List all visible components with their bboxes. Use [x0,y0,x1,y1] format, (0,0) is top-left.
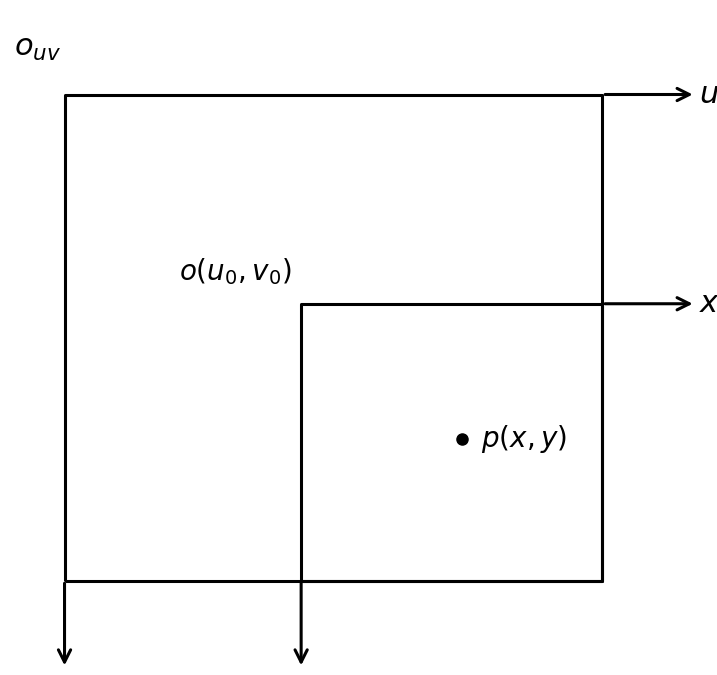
Text: $p(x,y)$: $p(x,y)$ [462,423,568,455]
Text: $u$: $u$ [699,79,717,110]
Text: $x$: $x$ [699,288,717,319]
Text: $o(u_0,v_0)$: $o(u_0,v_0)$ [179,256,292,287]
Text: $o_{uv}$: $o_{uv}$ [14,32,62,63]
